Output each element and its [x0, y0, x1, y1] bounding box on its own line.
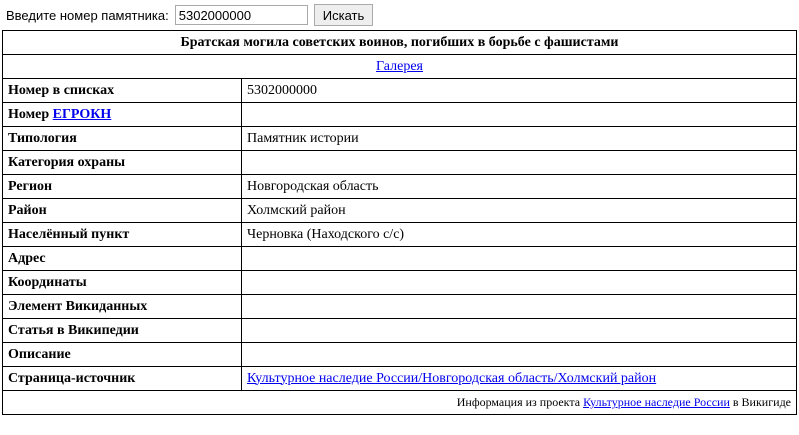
- row-label: Номер в списках: [2, 78, 242, 103]
- row-label: Типология: [2, 126, 242, 151]
- label-text: Номер в списках: [8, 82, 115, 98]
- value-text: Памятник истории: [247, 130, 359, 146]
- label-text: Категория охраны: [8, 154, 126, 170]
- row: Район Холмский район: [2, 198, 797, 223]
- value-link[interactable]: Культурное наследие России/Новгородская …: [247, 370, 657, 386]
- footer-row: Информация из проекта Культурное наследи…: [2, 390, 797, 415]
- label-link[interactable]: ЕГРОКН: [52, 106, 112, 122]
- row-label: Описание: [2, 342, 242, 367]
- value-text: Холмский район: [247, 202, 346, 218]
- title: Братская могила советских воинов, погибш…: [2, 30, 797, 55]
- label-text: Типология: [8, 130, 77, 146]
- gallery-link[interactable]: Галерея: [376, 58, 423, 74]
- row: Категория охраны: [2, 150, 797, 175]
- row-value: [241, 294, 797, 319]
- row-label: Номер ЕГРОКН: [2, 102, 242, 127]
- row-label: Район: [2, 198, 242, 223]
- label-text: Регион: [8, 178, 53, 194]
- footer-suffix: в Викигиде: [732, 395, 791, 409]
- value-text: Черновка (Находского с/с): [247, 226, 405, 242]
- row-value: Черновка (Находского с/с): [241, 222, 797, 247]
- label-text: Адрес: [8, 250, 46, 266]
- row: Населённый пункт Черновка (Находского с/с…: [2, 222, 797, 247]
- row-label: Населённый пункт: [2, 222, 242, 247]
- footer-link[interactable]: Культурное наследие России: [583, 395, 730, 409]
- footer: Информация из проекта Культурное наследи…: [2, 390, 797, 415]
- label-text: Страница-источник: [8, 370, 136, 386]
- row: Номер в списках 5302000000: [2, 78, 797, 103]
- row-label: Страница-источник: [2, 366, 242, 391]
- label-text: Район: [8, 202, 47, 218]
- gallery-cell: Галерея: [2, 54, 797, 79]
- search-form: Введите номер памятника: Искать: [0, 0, 799, 30]
- row-label: Элемент Викиданных: [2, 294, 242, 319]
- monument-table: Братская могила советских воинов, погибш…: [2, 30, 797, 415]
- row-value: [241, 246, 797, 271]
- search-button[interactable]: Искать: [313, 4, 374, 26]
- row: Элемент Викиданных: [2, 294, 797, 319]
- row-value: Памятник истории: [241, 126, 797, 151]
- row: Описание: [2, 342, 797, 367]
- row-label: Координаты: [2, 270, 242, 295]
- row-label: Статья в Википедии: [2, 318, 242, 343]
- row-value: [241, 150, 797, 175]
- row-value: Культурное наследие России/Новгородская …: [241, 366, 797, 391]
- label-text: Элемент Викиданных: [8, 298, 148, 314]
- label-text: Статья в Википедии: [8, 322, 139, 338]
- row: Адрес: [2, 246, 797, 271]
- row: Страница-источник Культурное наследие Рос…: [2, 366, 797, 391]
- row-value: 5302000000: [241, 78, 797, 103]
- search-label: Введите номер памятника:: [6, 7, 169, 23]
- row-value: [241, 318, 797, 343]
- row: Номер ЕГРОКН: [2, 102, 797, 127]
- row-value: [241, 270, 797, 295]
- row-value: Холмский район: [241, 198, 797, 223]
- row-value: [241, 342, 797, 367]
- row-label: Адрес: [2, 246, 242, 271]
- row-value: Новгородская область: [241, 174, 797, 199]
- row: Регион Новгородская область: [2, 174, 797, 199]
- search-input[interactable]: [174, 5, 308, 25]
- value-text: 5302000000: [247, 82, 317, 98]
- footer-prefix: Информация из проекта: [456, 395, 581, 409]
- row: Статья в Википедии: [2, 318, 797, 343]
- label-text: Описание: [8, 346, 71, 362]
- label-text: Координаты: [8, 274, 87, 290]
- row: Типология Памятник истории: [2, 126, 797, 151]
- row-label: Регион: [2, 174, 242, 199]
- value-text: Новгородская область: [247, 178, 379, 194]
- label-text: Населённый пункт: [8, 226, 130, 242]
- row-value: [241, 102, 797, 127]
- row-label: Категория охраны: [2, 150, 242, 175]
- row: Координаты: [2, 270, 797, 295]
- label-text: Номер: [8, 106, 50, 122]
